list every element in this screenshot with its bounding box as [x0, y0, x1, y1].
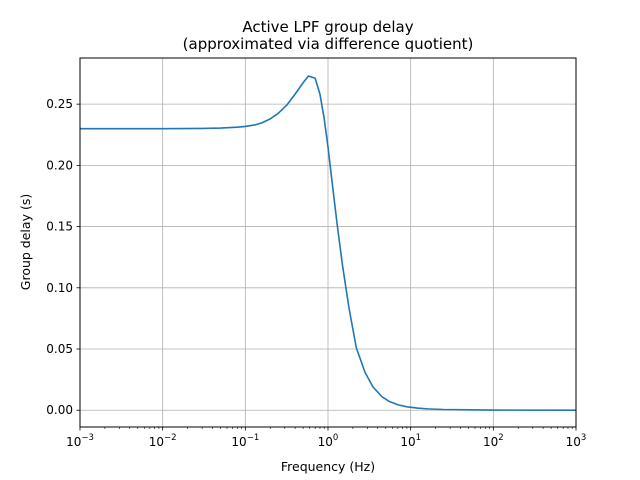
y-tick-label: 0.10 [46, 281, 73, 295]
y-tick-label: 0.20 [46, 158, 73, 172]
y-tick-label: 0.05 [46, 342, 73, 356]
chart-subtitle: (approximated via difference quotient) [183, 35, 474, 53]
chart-title: Active LPF group delay [242, 18, 413, 36]
y-axis-label: Group delay (s) [18, 194, 33, 290]
x-axis-label: Frequency (Hz) [281, 459, 375, 474]
y-tick-label: 0.25 [46, 97, 73, 111]
y-tick-label: 0.15 [46, 220, 73, 234]
y-tick-label: 0.00 [46, 403, 73, 417]
